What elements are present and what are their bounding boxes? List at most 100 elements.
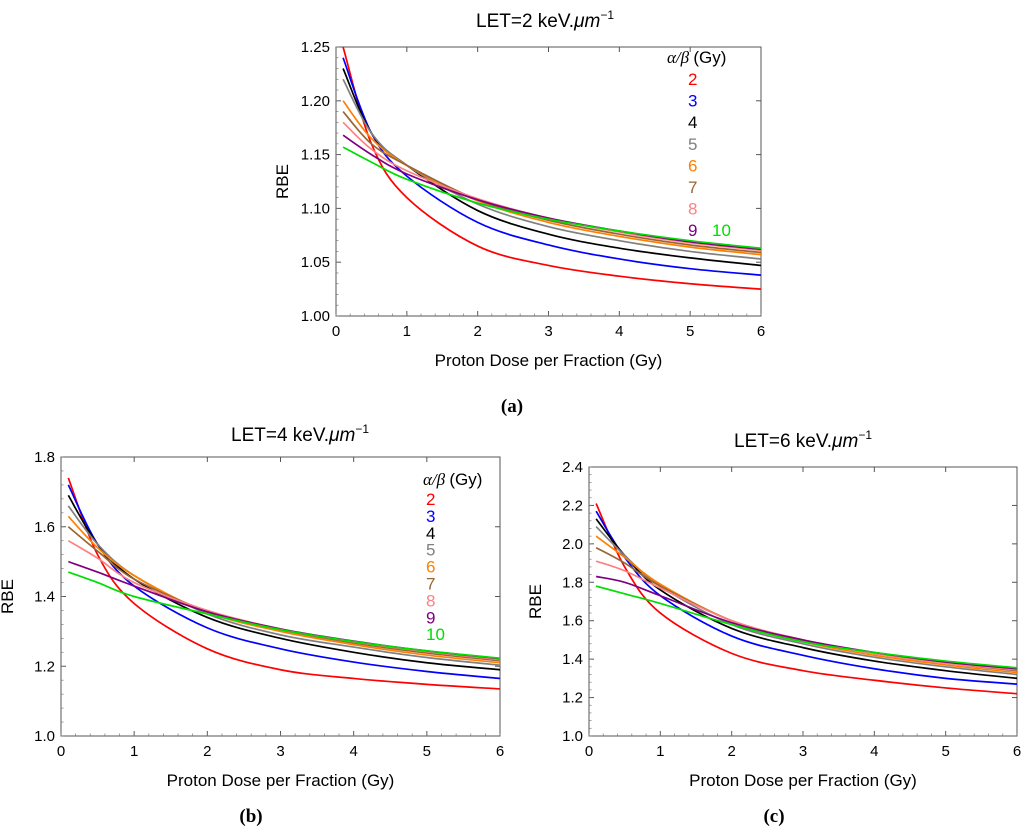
y-tick-label: 2.4	[562, 459, 583, 476]
x-axis-label: Proton Dose per Fraction (Gy)	[435, 351, 663, 370]
chart-title-unit: μm	[573, 11, 600, 32]
legend-title-unit: (Gy)	[693, 48, 726, 67]
x-tick-label: 0	[57, 743, 65, 760]
chart-title: LET=2 keV.μm−1	[476, 8, 614, 32]
y-tick-label: 1.15	[301, 147, 330, 164]
y-tick-label: 1.8	[562, 574, 583, 591]
x-tick-label: 2	[203, 743, 211, 760]
x-tick-label: 4	[870, 743, 878, 760]
legend-title: α/β (Gy)	[667, 48, 726, 67]
series-line-ab-7	[342, 110, 761, 254]
legend-entry-ab-6: 6	[426, 558, 435, 577]
y-tick-label: 1.4	[34, 589, 55, 606]
chart-panel-c: LET=6 keV.μm−1 0 1 2 3 4 5 6 1.0 1.2 1.4 1.6 1.8 2.0 2…	[526, 428, 1021, 827]
x-tick-label: 0	[585, 743, 593, 760]
series-line-ab-7	[595, 546, 1017, 672]
x-tick-label: 5	[423, 743, 431, 760]
series-line-ab-6	[342, 100, 761, 256]
legend-entry-ab-5: 5	[688, 135, 697, 154]
x-tick-label: 5	[941, 743, 949, 760]
chart-title: LET=4 keV.μm−1	[231, 422, 369, 446]
series-line-ab-9	[595, 575, 1017, 670]
series-line-ab-6	[595, 535, 1017, 674]
legend-entry-ab-10: 10	[426, 625, 445, 644]
y-tick-label: 1.4	[562, 651, 583, 668]
x-tick-label: 1	[656, 743, 664, 760]
legend-entry-ab-10: 10	[712, 221, 731, 240]
y-tick-label: 2.2	[562, 497, 583, 514]
y-tick-label: 1.05	[301, 254, 330, 271]
x-tick-label: 0	[332, 323, 340, 340]
series-line-ab-5	[595, 525, 1017, 676]
series-line-ab-2	[67, 477, 500, 690]
legend-entry-ab-6: 6	[688, 156, 697, 175]
series-line-ab-4	[342, 68, 761, 267]
legend-title-ratio: α/β	[667, 48, 693, 67]
y-tick-label: 2.0	[562, 536, 583, 553]
legend-entry-ab-4: 4	[426, 524, 435, 543]
y-tick-label: 1.25	[301, 39, 330, 56]
panel-label: (c)	[763, 806, 784, 827]
series-line-ab-4	[67, 494, 500, 671]
legend-entry-ab-3: 3	[688, 92, 697, 111]
y-tick-label: 1.00	[301, 308, 330, 325]
series-line-ab-8	[595, 560, 1017, 671]
legend-title: α/β (Gy)	[423, 470, 482, 489]
x-tick-label: 4	[615, 323, 623, 340]
x-tick-label: 2	[727, 743, 735, 760]
series-line-ab-8	[342, 121, 761, 252]
chart-panel-b: LET=4 keV.μm−10 1 2 3 4 5 61.01.21.41.61.8Prot…	[0, 422, 504, 827]
chart-title-prefix: LET=6 keV.	[734, 431, 832, 452]
y-tick-label: 1.0	[34, 728, 55, 745]
x-tick-label: 3	[799, 743, 807, 760]
chart-panel-a: LET=2 keV.μm−1 0 1 2 3 4 5 6 1.00 1.05 1.10 1.15 1.2…	[273, 8, 765, 417]
y-tick-label: 1.20	[301, 93, 330, 110]
chart-title-prefix: LET=2 keV.	[476, 11, 574, 32]
y-axis-label: RBE	[526, 584, 545, 619]
legend-entry-ab-8: 8	[688, 200, 697, 219]
legend-entry-ab-7: 7	[426, 575, 435, 594]
x-tick-label: 6	[757, 323, 765, 340]
legend-entry-ab-3: 3	[426, 507, 435, 526]
legend-entry-ab-4: 4	[688, 113, 697, 132]
x-axis-label: Proton Dose per Fraction (Gy)	[167, 771, 395, 790]
chart-title: LET=6 keV.μm−1	[734, 428, 872, 452]
y-tick-label: 1.8	[34, 449, 55, 466]
legend-entry-ab-9: 9	[688, 221, 697, 240]
legend-entry-ab-8: 8	[426, 591, 435, 610]
chart-title-exponent: −1	[858, 428, 872, 442]
x-axis-label: Proton Dose per Fraction (Gy)	[689, 771, 917, 790]
x-tick-label: 6	[1013, 743, 1021, 760]
chart-title-exponent: −1	[600, 8, 614, 22]
series-line-ab-10	[595, 585, 1017, 669]
legend-entry-ab-2: 2	[688, 70, 697, 89]
chart-title-exponent: −1	[355, 422, 369, 436]
x-tick-label: 1	[403, 323, 411, 340]
series-group	[67, 477, 500, 690]
series-line-ab-5	[67, 505, 500, 667]
x-tick-label: 3	[276, 743, 284, 760]
series-line-ab-9	[342, 134, 761, 251]
x-tick-label: 3	[544, 323, 552, 340]
series-group	[342, 47, 761, 290]
x-tick-label: 5	[686, 323, 694, 340]
y-axis-label: RBE	[0, 579, 17, 614]
x-tick-label: 6	[496, 743, 504, 760]
x-tick-label: 4	[349, 743, 357, 760]
chart-title-prefix: LET=4 keV.	[231, 425, 329, 446]
legend-entry-ab-2: 2	[426, 490, 435, 509]
y-tick-label: 1.6	[34, 519, 55, 536]
chart-title-unit: μm	[328, 425, 355, 446]
series-line-ab-6	[67, 515, 500, 664]
series-line-ab-3	[595, 510, 1017, 685]
y-tick-label: 1.0	[562, 728, 583, 745]
y-tick-label: 1.2	[34, 658, 55, 675]
x-tick-label: 1	[130, 743, 138, 760]
chart-title-unit: μm	[831, 431, 858, 452]
legend-entry-ab-7: 7	[688, 178, 697, 197]
series-line-ab-10	[68, 571, 500, 660]
legend-entry-ab-9: 9	[426, 608, 435, 627]
legend-title-unit: (Gy)	[449, 470, 482, 489]
y-axis-label: RBE	[273, 164, 292, 199]
